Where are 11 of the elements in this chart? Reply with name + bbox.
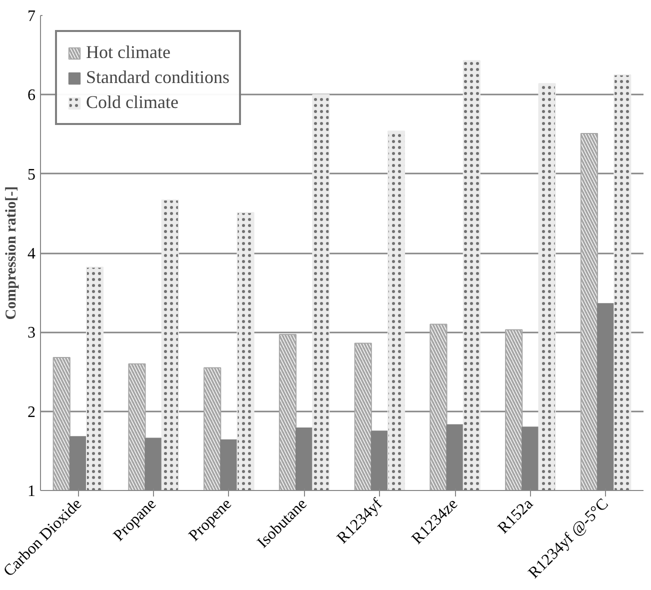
legend-label: Standard conditions (86, 67, 230, 88)
y-tick-label: 1 (28, 483, 36, 500)
y-tick-label: 4 (28, 246, 36, 262)
legend-label: Cold climate (86, 92, 178, 113)
y-tick-label: 5 (28, 166, 36, 184)
y-tick-label: 7 (28, 8, 36, 25)
y-tick-label: 6 (28, 87, 36, 104)
y-axis-title: Compression ratio[-] (4, 186, 20, 320)
legend-label: Hot climate (86, 42, 170, 63)
y-tick-label: 3 (28, 324, 36, 342)
y-tick-label: 2 (28, 404, 36, 421)
